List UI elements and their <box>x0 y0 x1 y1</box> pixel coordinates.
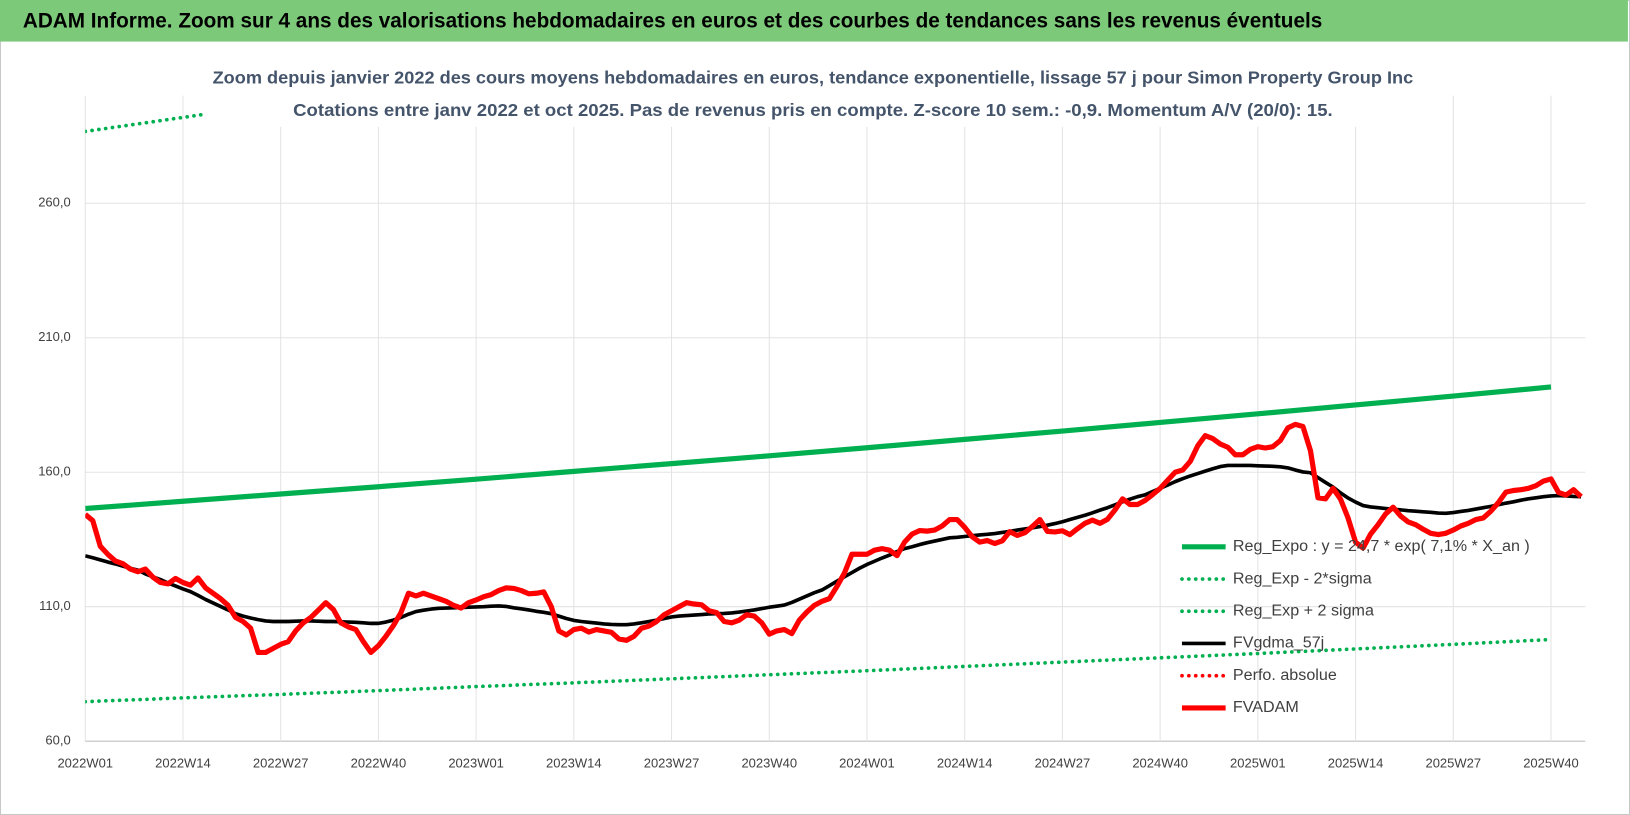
legend-label: FVgdma_57j <box>1233 634 1324 652</box>
legend-label: Reg_Exp + 2 sigma <box>1233 602 1374 620</box>
x-tick-label: 2024W01 <box>839 756 895 771</box>
x-tick-label: 2023W40 <box>741 756 797 771</box>
x-tick-label: 2023W14 <box>546 756 602 771</box>
subtitle-line: Cotations entre janv 2022 et oct 2025. P… <box>293 100 1333 120</box>
series-line <box>85 421 1583 656</box>
x-tick-label: 2022W40 <box>351 756 407 771</box>
x-tick-label: 2022W14 <box>155 756 211 771</box>
series-line <box>85 384 1552 512</box>
subtitle-bg <box>202 60 1417 127</box>
y-tick-label: 160,0 <box>38 464 70 479</box>
x-tick-label: 2023W27 <box>644 756 700 771</box>
legend-label: FVADAM <box>1233 698 1299 716</box>
legend-label: Reg_Exp - 2*sigma <box>1233 569 1372 587</box>
x-tick-label: 2024W40 <box>1132 756 1188 771</box>
legend-label: Reg_Expo : y = 24,7 * exp( 7,1% * X_an ) <box>1233 537 1530 555</box>
x-tick-label: 2025W40 <box>1523 756 1579 771</box>
x-tick-label: 2024W14 <box>937 756 993 771</box>
subtitle-line: Zoom depuis janvier 2022 des cours moyen… <box>213 68 1414 88</box>
x-tick-label: 2025W01 <box>1230 756 1286 771</box>
grid: 60,0 110,0 160,0 210,0 260,0 2022W01 2022W14 20… <box>38 95 1586 771</box>
x-tick-label: 2024W27 <box>1035 756 1091 771</box>
y-tick-label: 260,0 <box>38 195 70 210</box>
y-tick-label: 110,0 <box>39 598 71 613</box>
series-line <box>85 637 1553 704</box>
y-tick-label: 60,0 <box>45 733 70 748</box>
plot-lines <box>85 95 1583 704</box>
x-tick-label: 2022W27 <box>253 756 309 771</box>
x-tick-label: 2023W01 <box>448 756 504 771</box>
x-tick-label: 2025W27 <box>1425 756 1481 771</box>
legend-label: Perfo. absolue <box>1233 666 1337 684</box>
header-bar <box>0 0 1628 42</box>
header-title: ADAM Informe. Zoom sur 4 ans des valoris… <box>23 9 1322 32</box>
legend: Reg_Expo : y = 24,7 * exp( 7,1% * X_an )… <box>1180 537 1530 716</box>
y-tick-label: 210,0 <box>38 329 70 344</box>
x-tick-label: 2025W14 <box>1328 756 1384 771</box>
x-tick-label: 2022W01 <box>57 756 113 771</box>
